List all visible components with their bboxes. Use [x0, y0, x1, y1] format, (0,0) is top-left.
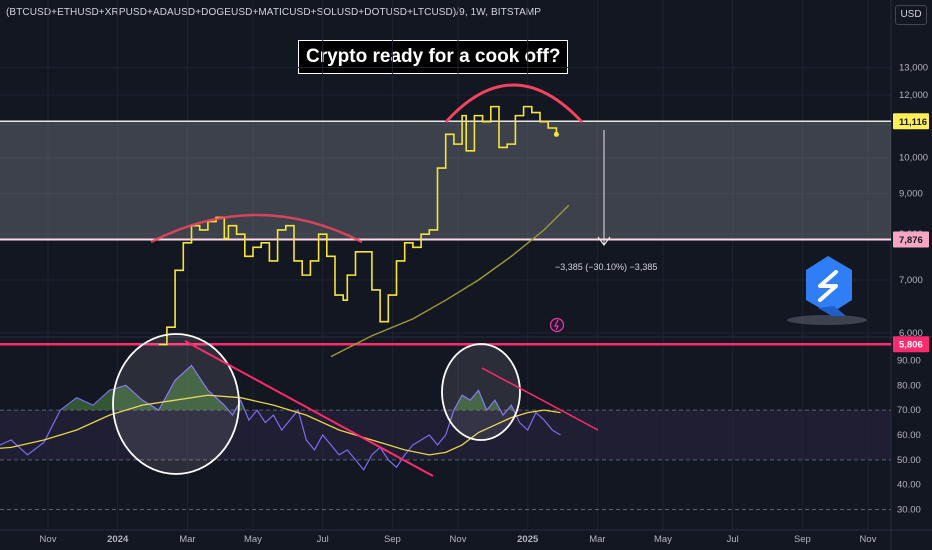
brand-logo — [787, 256, 867, 325]
first-dome-arc — [150, 213, 363, 244]
symbol-title: (BTCUSD+ETHUSD+XRPUSD+ADAUSD+DOGEUSD+MAT… — [6, 7, 542, 18]
last-price-dot — [553, 131, 559, 137]
currency-button[interactable]: USD — [895, 5, 927, 25]
logo-tail — [818, 306, 846, 316]
rsi-axis-tick: 60.00 — [897, 430, 921, 441]
rsi-highlight-circle — [112, 333, 240, 475]
resistance-level-badge — [893, 113, 929, 130]
price-axis-tick: 7,000 — [899, 275, 923, 286]
rsi-downtrend-line — [481, 367, 599, 431]
price-axis-tick: 9,000 — [899, 189, 923, 200]
lightning-bolt — [554, 319, 559, 331]
time-axis-tick: Nov — [860, 534, 877, 545]
measure-arrow-head — [597, 236, 611, 246]
base-level-badge — [893, 336, 929, 353]
price-moving-average — [330, 204, 570, 358]
time-axis-tick: 2025 — [517, 534, 539, 545]
rsi-highlight-circle — [441, 343, 521, 441]
price-axis-tick: 12,000 — [899, 90, 928, 101]
time-axis-tick: May — [654, 534, 672, 545]
rsi-axis-tick: 90.00 — [897, 355, 921, 366]
rsi-axis-tick: 70.00 — [897, 405, 921, 416]
price-panel — [158, 105, 570, 358]
rsi-downtrend-line — [184, 340, 434, 477]
logo-shadow — [787, 315, 867, 325]
rsi-axis-tick: 30.00 — [897, 505, 921, 516]
time-axis-tick: Jul — [317, 534, 329, 545]
price-axis-tick: 10,000 — [899, 153, 928, 164]
measure-label: −3,385 (−30.10%) −3,385 — [555, 262, 657, 272]
time-axis-tick: Nov — [450, 534, 467, 545]
support-level-badge — [893, 231, 929, 248]
drawing-tools: −3,385 (−30.10%) −3,385 — [112, 83, 867, 477]
price-axis-tick: 13,000 — [899, 63, 928, 74]
time-axis-tick: 2024 — [107, 534, 129, 545]
lightning-icon — [549, 317, 565, 333]
time-axis-tick: Mar — [589, 534, 605, 545]
time-axis-tick: Mar — [179, 534, 195, 545]
time-axis-tick: Jul — [727, 534, 739, 545]
logo-glyph — [818, 270, 838, 302]
price-line — [158, 105, 558, 346]
time-axis-tick: Sep — [384, 534, 401, 545]
price-axis-tick: 6,000 — [899, 328, 923, 339]
base-level-label: 5,806 — [899, 340, 923, 351]
second-dome-arc — [444, 83, 584, 124]
rsi-axis-tick: 40.00 — [897, 480, 921, 491]
time-axis-tick: Nov — [40, 534, 57, 545]
annotation-title: Crypto ready for a cook off? — [298, 40, 569, 74]
axis-labels: 13,00012,00011,00010,0009,0008,0007,0006… — [40, 63, 929, 545]
support-level-label: 7,876 — [899, 235, 923, 246]
resistance-level-label: 11,116 — [899, 117, 927, 128]
rsi-panel — [0, 364, 891, 511]
rsi-line — [0, 364, 561, 471]
rsi-axis-tick: 50.00 — [897, 455, 921, 466]
time-axis-tick: Sep — [794, 534, 811, 545]
rsi-axis-tick: 80.00 — [897, 380, 921, 391]
rsi-moving-average — [0, 394, 561, 456]
time-axis-tick: May — [244, 534, 262, 545]
